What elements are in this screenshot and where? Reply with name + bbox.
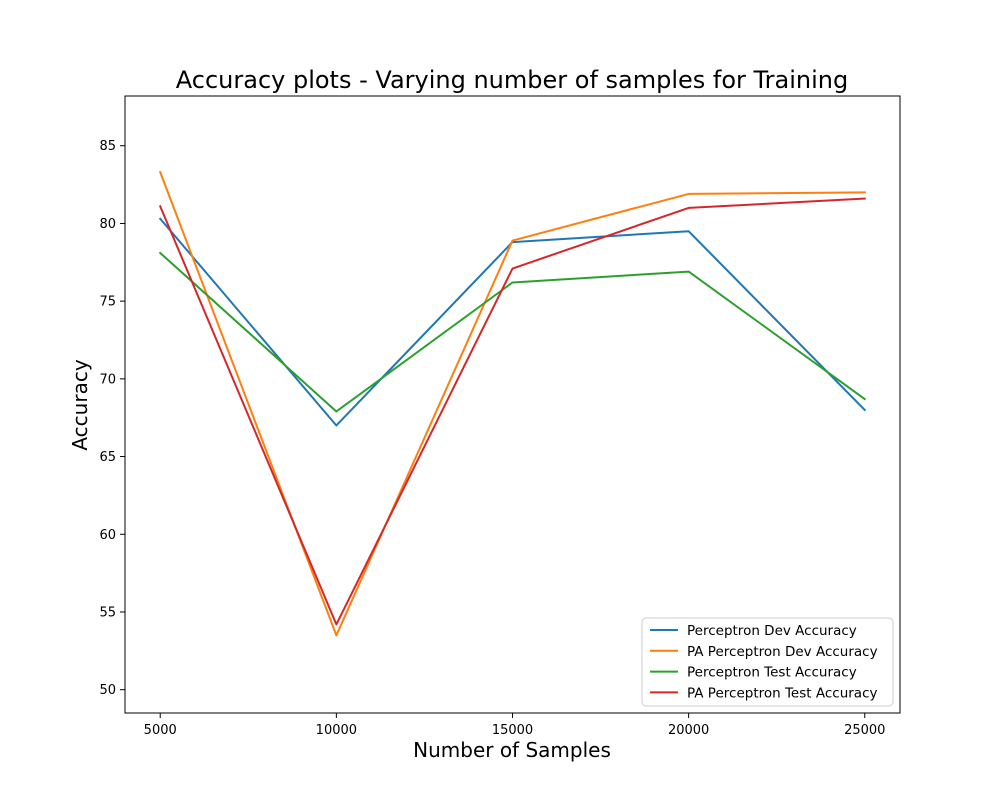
y-axis: 50 55 60 65 70 75 80 85 xyxy=(99,139,125,698)
x-tick-label: 5000 xyxy=(144,723,177,738)
legend-label: PA Perceptron Dev Accuracy xyxy=(687,644,878,660)
y-tick-label: 80 xyxy=(99,217,116,232)
y-tick-label: 85 xyxy=(99,139,116,154)
y-tick-label: 50 xyxy=(99,683,116,698)
chart-title: Accuracy plots - Varying number of sampl… xyxy=(176,66,848,94)
x-tick-label: 10000 xyxy=(316,723,357,738)
y-tick-label: 60 xyxy=(99,528,116,543)
legend-label: PA Perceptron Test Accuracy xyxy=(687,685,877,701)
legend: Perceptron Dev Accuracy PA Perceptron Dev… xyxy=(641,617,894,707)
legend-label: Perceptron Dev Accuracy xyxy=(687,623,857,639)
series-line-pa-perceptron-dev-accuracy xyxy=(158,170,866,637)
x-tick-label: 15000 xyxy=(492,723,533,738)
legend-label: Perceptron Test Accuracy xyxy=(687,665,857,681)
y-tick-label: 65 xyxy=(99,450,116,465)
y-tick-label: 70 xyxy=(99,372,116,387)
y-axis-title: Accuracy xyxy=(68,359,92,450)
series-line-pa-perceptron-test-accuracy xyxy=(158,197,866,626)
series-line-perceptron-test-accuracy xyxy=(158,251,867,413)
y-tick-label: 75 xyxy=(99,295,116,310)
legend-items: Perceptron Dev Accuracy PA Perceptron Dev… xyxy=(650,623,878,701)
x-tick-label: 20000 xyxy=(668,723,709,738)
x-tick-label: 25000 xyxy=(844,723,885,738)
series-layer xyxy=(158,170,867,637)
x-axis-title: Number of Samples xyxy=(413,738,611,762)
legend-box xyxy=(641,617,894,707)
x-axis: 5000 10000 15000 20000 25000 xyxy=(144,713,885,738)
y-tick-label: 55 xyxy=(99,605,116,620)
